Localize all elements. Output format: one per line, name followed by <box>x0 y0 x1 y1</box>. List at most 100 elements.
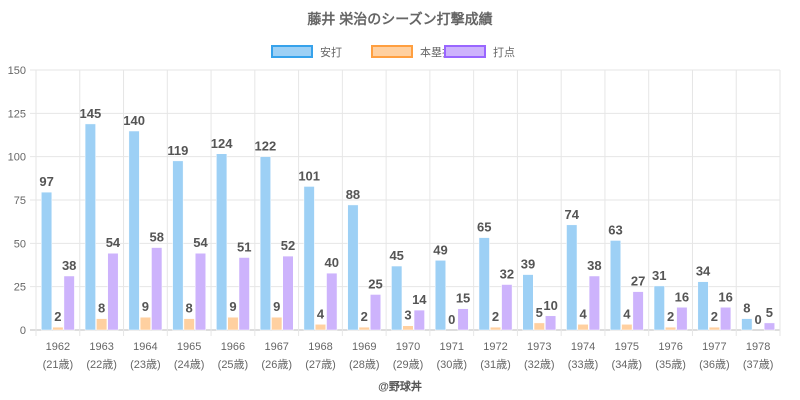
x-tick-sublabel: (23歳) <box>130 358 161 371</box>
data-label: 0 <box>448 312 455 327</box>
x-tick-label: 1970 <box>396 341 420 353</box>
x-tick-sublabel: (24歳) <box>174 358 205 371</box>
data-label: 38 <box>587 258 601 273</box>
bar-hits <box>259 156 271 331</box>
data-label: 0 <box>755 312 762 327</box>
bar-hits <box>522 274 534 331</box>
bar-rbi <box>326 272 338 331</box>
data-label: 2 <box>667 309 674 324</box>
x-tick-label: 1968 <box>308 341 332 353</box>
x-tick-sublabel: (26歳) <box>261 358 292 371</box>
bar-rbi <box>238 257 250 331</box>
bar-hits <box>391 265 403 331</box>
bar-rbi <box>545 315 557 331</box>
x-tick-sublabel: (22歳) <box>86 358 117 371</box>
legend-swatch-2 <box>444 45 486 58</box>
data-label: 4 <box>317 306 325 321</box>
bar-rbi <box>282 255 294 331</box>
bar-rbi <box>588 275 600 331</box>
data-label: 65 <box>477 220 491 235</box>
data-label: 63 <box>608 222 622 237</box>
bar-rbi <box>676 307 688 331</box>
bar-homeruns <box>227 316 239 331</box>
bar-hits <box>653 285 665 331</box>
data-label: 54 <box>106 235 121 250</box>
y-tick-label: 100 <box>8 152 26 164</box>
data-label: 140 <box>123 113 145 128</box>
legend-swatch-0 <box>271 45 313 58</box>
x-tick-label: 1962 <box>46 341 70 353</box>
data-label: 2 <box>711 309 718 324</box>
data-label: 34 <box>696 264 711 279</box>
data-label: 101 <box>298 168 320 183</box>
y-tick-label: 75 <box>14 195 26 207</box>
bar-homeruns <box>358 326 370 331</box>
x-tick-label: 1978 <box>746 341 770 353</box>
bar-rbi <box>457 308 469 331</box>
x-tick-label: 1967 <box>264 341 288 353</box>
x-tick-sublabel: (32歳) <box>524 358 555 371</box>
data-label: 9 <box>142 299 149 314</box>
data-label: 27 <box>631 274 645 289</box>
bar-homeruns <box>577 324 589 331</box>
bar-homeruns <box>314 324 326 331</box>
x-tick-sublabel: (36歳) <box>699 358 730 371</box>
bar-rbi <box>720 307 732 331</box>
x-tick-label: 1975 <box>615 341 639 353</box>
bar-rbi <box>632 291 644 331</box>
data-label: 124 <box>211 136 233 151</box>
x-tick-sublabel: (33歳) <box>568 358 599 371</box>
data-label: 8 <box>98 301 105 316</box>
data-label: 9 <box>273 299 280 314</box>
x-tick-label: 1974 <box>571 341 595 353</box>
legend-label: 安打 <box>320 45 342 59</box>
x-tick-label: 1972 <box>483 341 507 353</box>
bar-hits <box>610 240 622 331</box>
bar-homeruns <box>665 326 677 331</box>
bar-homeruns <box>402 325 414 331</box>
bar-hits <box>128 130 140 331</box>
bar-homeruns <box>271 316 283 331</box>
bar-homeruns <box>96 318 108 331</box>
data-label: 3 <box>404 308 411 323</box>
x-tick-sublabel: (37歳) <box>743 358 774 371</box>
data-label: 74 <box>565 207 580 222</box>
bar-hits <box>697 281 709 331</box>
bar-rbi <box>413 309 425 331</box>
data-label: 39 <box>521 257 535 272</box>
data-label: 4 <box>579 306 587 321</box>
data-label: 88 <box>346 187 360 202</box>
y-tick-label: 150 <box>8 65 26 77</box>
bar-homeruns <box>621 324 633 331</box>
data-label: 5 <box>536 305 543 320</box>
data-label: 31 <box>652 268 666 283</box>
x-tick-sublabel: (31歳) <box>480 358 511 371</box>
data-label: 45 <box>389 248 403 263</box>
bar-hits <box>84 123 96 331</box>
bar-hits <box>216 153 228 331</box>
data-label: 49 <box>433 242 447 257</box>
data-label: 40 <box>325 255 339 270</box>
data-label: 32 <box>500 267 514 282</box>
x-tick-sublabel: (28歳) <box>349 358 380 371</box>
x-tick-label: 1965 <box>177 341 201 353</box>
x-tick-label: 1969 <box>352 341 376 353</box>
x-tick-label: 1973 <box>527 341 551 353</box>
data-label: 2 <box>54 309 61 324</box>
data-label: 119 <box>167 143 188 158</box>
data-label: 2 <box>492 309 499 324</box>
data-label: 145 <box>79 106 101 121</box>
bar-homeruns <box>490 326 502 331</box>
bar-hits <box>741 318 753 331</box>
bar-hits <box>347 204 359 331</box>
x-tick-label: 1963 <box>89 341 113 353</box>
data-label: 8 <box>186 301 193 316</box>
data-label: 25 <box>368 276 382 291</box>
data-label: 15 <box>456 291 470 306</box>
bar-rbi <box>107 252 119 331</box>
x-tick-label: 1966 <box>221 341 245 353</box>
data-label: 10 <box>543 298 557 313</box>
bar-homeruns <box>52 326 64 331</box>
bar-rbi <box>763 322 775 331</box>
